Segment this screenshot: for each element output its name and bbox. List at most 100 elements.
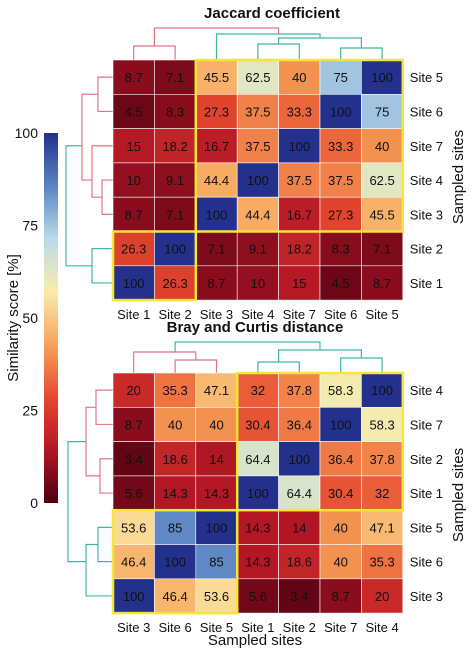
heatmap-cell bbox=[236, 128, 279, 164]
jaccard-title: Jaccard coefficient bbox=[204, 5, 340, 22]
heatmap-cell bbox=[319, 372, 362, 408]
cell-value-label: 85 bbox=[168, 520, 182, 535]
cluster-outline bbox=[235, 371, 405, 512]
dendrogram-branch bbox=[91, 248, 113, 284]
heatmap-cell bbox=[278, 59, 321, 95]
jaccard-column-dendrogram bbox=[133, 27, 383, 60]
heatmap-cell bbox=[278, 128, 321, 164]
colorbar-label: Similarity score [%] bbox=[5, 254, 22, 382]
dendrogram-branch bbox=[153, 27, 280, 46]
heatmap-cell bbox=[319, 509, 362, 545]
dendrogram-branch bbox=[133, 351, 197, 373]
heatmap-cell bbox=[236, 544, 279, 580]
y-tick-label: Site 7 bbox=[410, 139, 443, 154]
heatmap-cell bbox=[236, 162, 279, 198]
x-tick-label: Site 4 bbox=[241, 307, 274, 322]
dendrogram-branch bbox=[278, 37, 362, 48]
colorbar-scale bbox=[44, 133, 58, 503]
jaccard-cluster-outlines bbox=[111, 58, 405, 302]
heatmap-cell bbox=[278, 578, 321, 614]
heatmap-cell bbox=[319, 94, 362, 129]
dendrogram-branch bbox=[101, 179, 113, 215]
heatmap-cell bbox=[319, 544, 362, 580]
cell-value-label: 14.3 bbox=[204, 486, 229, 501]
heatmap-cell bbox=[236, 59, 279, 95]
cell-value-label: 14 bbox=[209, 452, 223, 467]
cell-value-label: 3.4 bbox=[125, 452, 143, 467]
y-tick-label: Site 1 bbox=[410, 486, 443, 501]
x-tick-label: Site 7 bbox=[324, 620, 357, 635]
x-tick-label: Site 2 bbox=[283, 620, 316, 635]
cell-value-label: 26.3 bbox=[162, 276, 187, 291]
heatmap-cell bbox=[361, 162, 404, 198]
cell-value-label: 40 bbox=[168, 417, 182, 432]
cell-value-label: 58.3 bbox=[369, 417, 394, 432]
cell-value-label: 5.6 bbox=[125, 486, 143, 501]
cell-value-label: 45.5 bbox=[369, 207, 394, 222]
heatmap-cell bbox=[278, 441, 321, 477]
cell-value-label: 5.6 bbox=[249, 589, 267, 604]
jaccard-y-axis-label: Sampled sites bbox=[450, 130, 467, 224]
heatmap-cell bbox=[361, 475, 404, 511]
cell-value-label: 100 bbox=[164, 555, 186, 570]
heatmap-cell bbox=[195, 544, 238, 580]
heatmap-cell bbox=[154, 578, 197, 614]
heatmap-cell bbox=[154, 196, 197, 232]
jaccard-heatmap-cells: 8.7 7.1 45.5 62.5 40 75 100 4.5 8.3 27.3 37.5 33.3 1… bbox=[112, 59, 404, 301]
cell-value-label: 100 bbox=[247, 486, 269, 501]
heatmap-cell bbox=[319, 265, 362, 301]
heatmap-cell bbox=[112, 441, 155, 477]
heatmap-cell bbox=[112, 372, 155, 408]
cell-value-label: 37.8 bbox=[287, 383, 312, 398]
y-tick-label: Site 6 bbox=[410, 555, 443, 570]
x-tick-label: Site 1 bbox=[117, 307, 150, 322]
cell-value-label: 47.1 bbox=[204, 383, 229, 398]
x-tick-label: Site 6 bbox=[158, 620, 191, 635]
cell-value-label: 8.7 bbox=[332, 589, 350, 604]
colorbar-tick-label: 100 bbox=[15, 125, 39, 141]
jaccard-y-tick-labels: Site 5 Site 6 Site 7 Site 4 Site 3 Site 2 Site… bbox=[410, 70, 443, 291]
cell-value-label: 62.5 bbox=[369, 173, 394, 188]
cell-value-label: 8.7 bbox=[373, 276, 391, 291]
cell-value-label: 18.2 bbox=[162, 139, 187, 154]
jaccard-panel: Jaccard coefficient 8.7 7.1 45.5 62.5 40 75 10… bbox=[65, 5, 467, 322]
heatmap-cell bbox=[278, 265, 321, 301]
cell-value-label: 36.4 bbox=[328, 452, 353, 467]
cell-value-label: 20 bbox=[126, 383, 140, 398]
heatmap-cell bbox=[278, 475, 321, 511]
heatmap-cell bbox=[236, 265, 279, 301]
heatmap-cell bbox=[195, 475, 238, 511]
heatmap-cell bbox=[361, 441, 404, 477]
cell-value-label: 37.5 bbox=[245, 104, 270, 119]
x-tick-label: Site 7 bbox=[283, 307, 316, 322]
cell-value-label: 3.4 bbox=[290, 589, 308, 604]
heatmap-cell bbox=[195, 265, 238, 301]
cell-value-label: 16.7 bbox=[287, 207, 312, 222]
cell-value-label: 4.5 bbox=[332, 276, 350, 291]
y-tick-label: Site 3 bbox=[410, 589, 443, 604]
heatmap-cell bbox=[112, 578, 155, 614]
heatmap-cell bbox=[236, 94, 279, 129]
heatmap-cell bbox=[361, 509, 404, 545]
cell-value-label: 30.4 bbox=[245, 417, 270, 432]
dendrogram-branch bbox=[340, 47, 383, 60]
dendrogram-branch bbox=[85, 543, 113, 597]
cell-value-label: 15 bbox=[292, 276, 306, 291]
cell-value-label: 10 bbox=[251, 276, 265, 291]
cell-value-label: 40 bbox=[292, 70, 306, 85]
cell-value-label: 53.6 bbox=[121, 520, 146, 535]
dendrogram-branch bbox=[97, 526, 113, 563]
heatmap-cell bbox=[236, 231, 279, 267]
heatmap-cell bbox=[361, 265, 404, 301]
heatmap-cell bbox=[319, 406, 362, 442]
heatmap-cell bbox=[319, 59, 362, 95]
cell-value-label: 14.3 bbox=[245, 555, 270, 570]
cell-value-label: 37.5 bbox=[287, 173, 312, 188]
cell-value-label: 27.3 bbox=[204, 104, 229, 119]
cell-value-label: 33.3 bbox=[287, 104, 312, 119]
cell-value-label: 15 bbox=[126, 139, 140, 154]
cell-value-label: 30.4 bbox=[328, 486, 353, 501]
heatmap-cell bbox=[278, 94, 321, 129]
bray-curtis-row-dendrogram bbox=[67, 389, 113, 597]
dendrogram-branch bbox=[174, 359, 218, 373]
